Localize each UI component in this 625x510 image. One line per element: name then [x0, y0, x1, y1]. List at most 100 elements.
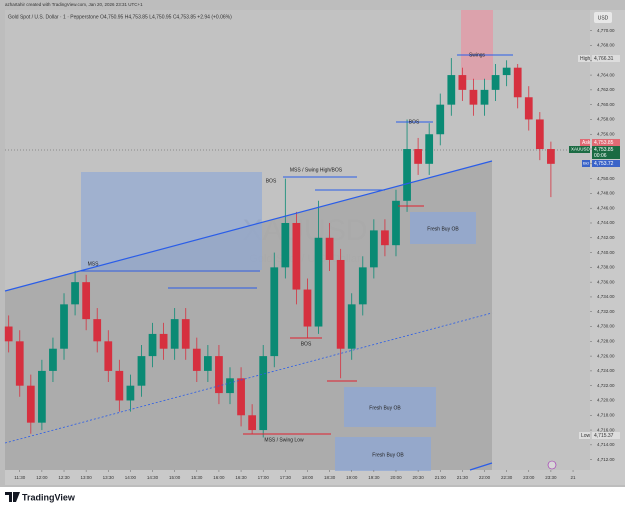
- x-tick-label: 12:00: [36, 475, 48, 480]
- annotation: Fresh Buy OB: [427, 226, 459, 232]
- y-tick-label: 4,748.00: [597, 191, 615, 196]
- event-icon[interactable]: [547, 460, 557, 470]
- x-tick-label: 20:00: [390, 475, 402, 480]
- annotation: MSS / Swing High/BOS: [290, 167, 343, 173]
- zone: [344, 387, 436, 427]
- zone: [410, 212, 476, 244]
- candle-body: [126, 385, 135, 401]
- candle-body: [71, 282, 79, 305]
- candle-body: [325, 237, 334, 260]
- candle-body: [181, 319, 190, 349]
- candle-body: [347, 304, 356, 349]
- y-tick-label: 4,768.00: [597, 43, 615, 48]
- candle-body: [292, 222, 301, 290]
- candle-body: [524, 97, 533, 120]
- y-tick-label: 4,728.00: [597, 339, 615, 344]
- candle-body: [203, 356, 212, 371]
- x-tick-label: 16:00: [213, 475, 225, 480]
- candle-body: [425, 134, 434, 164]
- candle-body: [336, 259, 345, 349]
- tag-value: 4,766.31: [594, 56, 614, 62]
- tag-value: 4,753.72: [594, 161, 614, 167]
- candle-body: [270, 267, 279, 357]
- candle-body: [314, 237, 323, 327]
- y-tick-label: 4,746.00: [597, 205, 615, 210]
- currency[interactable]: USD: [598, 15, 609, 21]
- candle-body: [259, 356, 268, 431]
- y-tick-label: 4,734.00: [597, 294, 615, 299]
- trend-line: [4, 312, 493, 444]
- annotation: MSS: [88, 261, 100, 267]
- x-tick-label: 11:30: [14, 475, 25, 480]
- candle-body: [148, 333, 157, 357]
- x-tick-label: 17:00: [258, 475, 270, 480]
- y-tick-label: 4,762.00: [597, 87, 615, 92]
- candle-body: [469, 89, 478, 105]
- y-axis: 4,712.00 4,714.00 4,716.00 4,718.00 4,720.00…: [590, 28, 615, 462]
- x-tick-label: 13:30: [103, 475, 115, 480]
- candle-body: [93, 319, 102, 342]
- y-tick-label: 4,716.00: [597, 427, 615, 432]
- candle-body: [436, 104, 445, 135]
- tag-bg: [582, 160, 590, 167]
- candle-body: [447, 75, 456, 105]
- x-tick-label: 13:00: [81, 475, 93, 480]
- currency-button[interactable]: [594, 12, 612, 23]
- candle-body: [502, 67, 511, 76]
- y-tick-label: 4,714.00: [597, 442, 615, 447]
- candle-body: [215, 356, 223, 394]
- tag-bg: [579, 432, 590, 439]
- x-tick-label: 19:30: [368, 475, 380, 480]
- tag-bg: [592, 139, 620, 146]
- tag-label: High: [580, 56, 591, 62]
- y-tick-label: 4,718.00: [597, 412, 615, 417]
- x-tick-label: 21:30: [457, 475, 469, 480]
- x-tick-label: 23:30: [545, 475, 557, 480]
- x-tick-label: 19:00: [346, 475, 358, 480]
- x-tick-label: 18:00: [302, 475, 314, 480]
- candle-body: [60, 304, 68, 349]
- candles: [4, 58, 555, 438]
- chart-title: Gold Spot / U.S. Dollar · 1 · Pepperston…: [8, 14, 232, 20]
- tag-value: 4,715.37: [594, 433, 614, 439]
- tag-label: Bid: [583, 161, 589, 166]
- time-axis: [5, 470, 590, 485]
- candle-body: [15, 341, 24, 386]
- candle-body: [137, 356, 146, 386]
- candle-body: [49, 348, 57, 371]
- watermark: XAUUSD: [242, 214, 367, 247]
- candle-body: [104, 341, 113, 371]
- annotation: BOS: [301, 341, 312, 347]
- candle-body: [392, 200, 400, 246]
- logo: [5, 492, 20, 502]
- x-tick-label: 21: [571, 475, 577, 480]
- tag-bg: [580, 139, 590, 146]
- y-tick-label: 4,736.00: [597, 279, 615, 284]
- annotation: Fresh Buy OB: [369, 405, 401, 411]
- candle-body: [547, 149, 555, 164]
- x-tick-label: 12:30: [58, 475, 70, 480]
- x-tick-label: 15:00: [169, 475, 181, 480]
- y-tick-label: 4,756.00: [597, 131, 615, 136]
- trend-line: [4, 160, 493, 292]
- footer: [0, 487, 625, 510]
- tag-label: Low: [581, 433, 591, 439]
- candle-body: [513, 67, 522, 98]
- y-tick-label: 4,724.00: [597, 368, 615, 373]
- brand: TradingView: [22, 492, 76, 502]
- tag-bg: [592, 55, 620, 62]
- x-tick-label: 16:30: [235, 475, 247, 480]
- candle-body: [403, 149, 411, 201]
- tag-label: Ask: [582, 140, 591, 146]
- candle-body: [159, 333, 168, 349]
- zone: [461, 10, 493, 80]
- y-tick-label: 4,758.00: [597, 117, 615, 122]
- candle-body: [26, 385, 35, 423]
- tag-bg: [592, 432, 620, 439]
- price-axis: [590, 10, 625, 485]
- x-tick-label: 20:30: [412, 475, 424, 480]
- x-tick-label: 18:30: [324, 475, 336, 480]
- candle-body: [170, 319, 179, 349]
- candle-body: [369, 230, 378, 268]
- tag-timer: 00:06: [594, 153, 607, 159]
